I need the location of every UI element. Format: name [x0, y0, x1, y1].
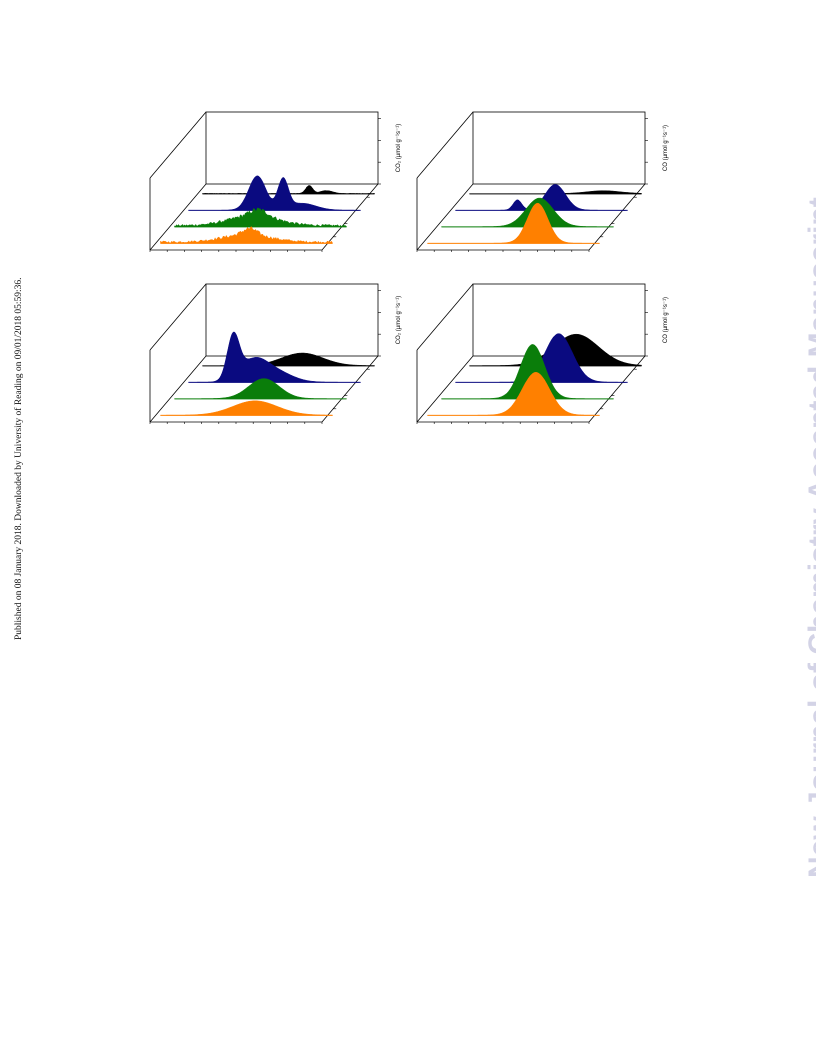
left-top-edge: [149, 283, 207, 351]
floor-right-edge: [588, 183, 646, 251]
floor-left-edge: [149, 355, 207, 423]
series-ridge-2: [188, 331, 361, 383]
series-ridge-2: [188, 175, 361, 211]
series-ridge-4: [427, 202, 600, 244]
floor-left-edge: [416, 183, 474, 251]
series-ridge-4: [427, 372, 600, 416]
floor-right-edge: [321, 355, 379, 423]
y-axis-label: CO₂ (µmol g⁻¹s⁻¹): [396, 124, 402, 172]
y-axis-label: CO₂ (µmol g⁻¹s⁻¹): [396, 296, 402, 344]
panel-top-right: CO (µmol g⁻¹s⁻¹): [416, 111, 669, 252]
back-wall: [472, 111, 646, 185]
panel-bottom-left: CO₂ (µmol g⁻¹s⁻¹): [149, 283, 402, 424]
floor-right-edge: [588, 355, 646, 423]
left-top-edge: [416, 111, 474, 179]
floor-left-edge: [149, 183, 207, 251]
floor-right-edge: [321, 183, 379, 251]
series-ridge-3: [174, 378, 347, 400]
series-ridge-3: [441, 197, 614, 228]
left-top-edge: [416, 283, 474, 351]
panel-top-left: CO₂ (µmol g⁻¹s⁻¹): [149, 111, 402, 252]
series-ridge-3: [174, 207, 347, 228]
back-wall: [205, 111, 379, 185]
left-top-edge: [149, 111, 207, 179]
series-ridge-3: [441, 344, 614, 400]
series-ridge-4: [160, 400, 333, 416]
series-ridge-4: [160, 226, 333, 244]
floor-left-edge: [416, 355, 474, 423]
panel-bottom-right: CO (µmol g⁻¹s⁻¹): [416, 283, 669, 424]
y-axis-label: CO (µmol g⁻¹s⁻¹): [663, 297, 669, 343]
y-axis-label: CO (µmol g⁻¹s⁻¹): [663, 125, 669, 171]
